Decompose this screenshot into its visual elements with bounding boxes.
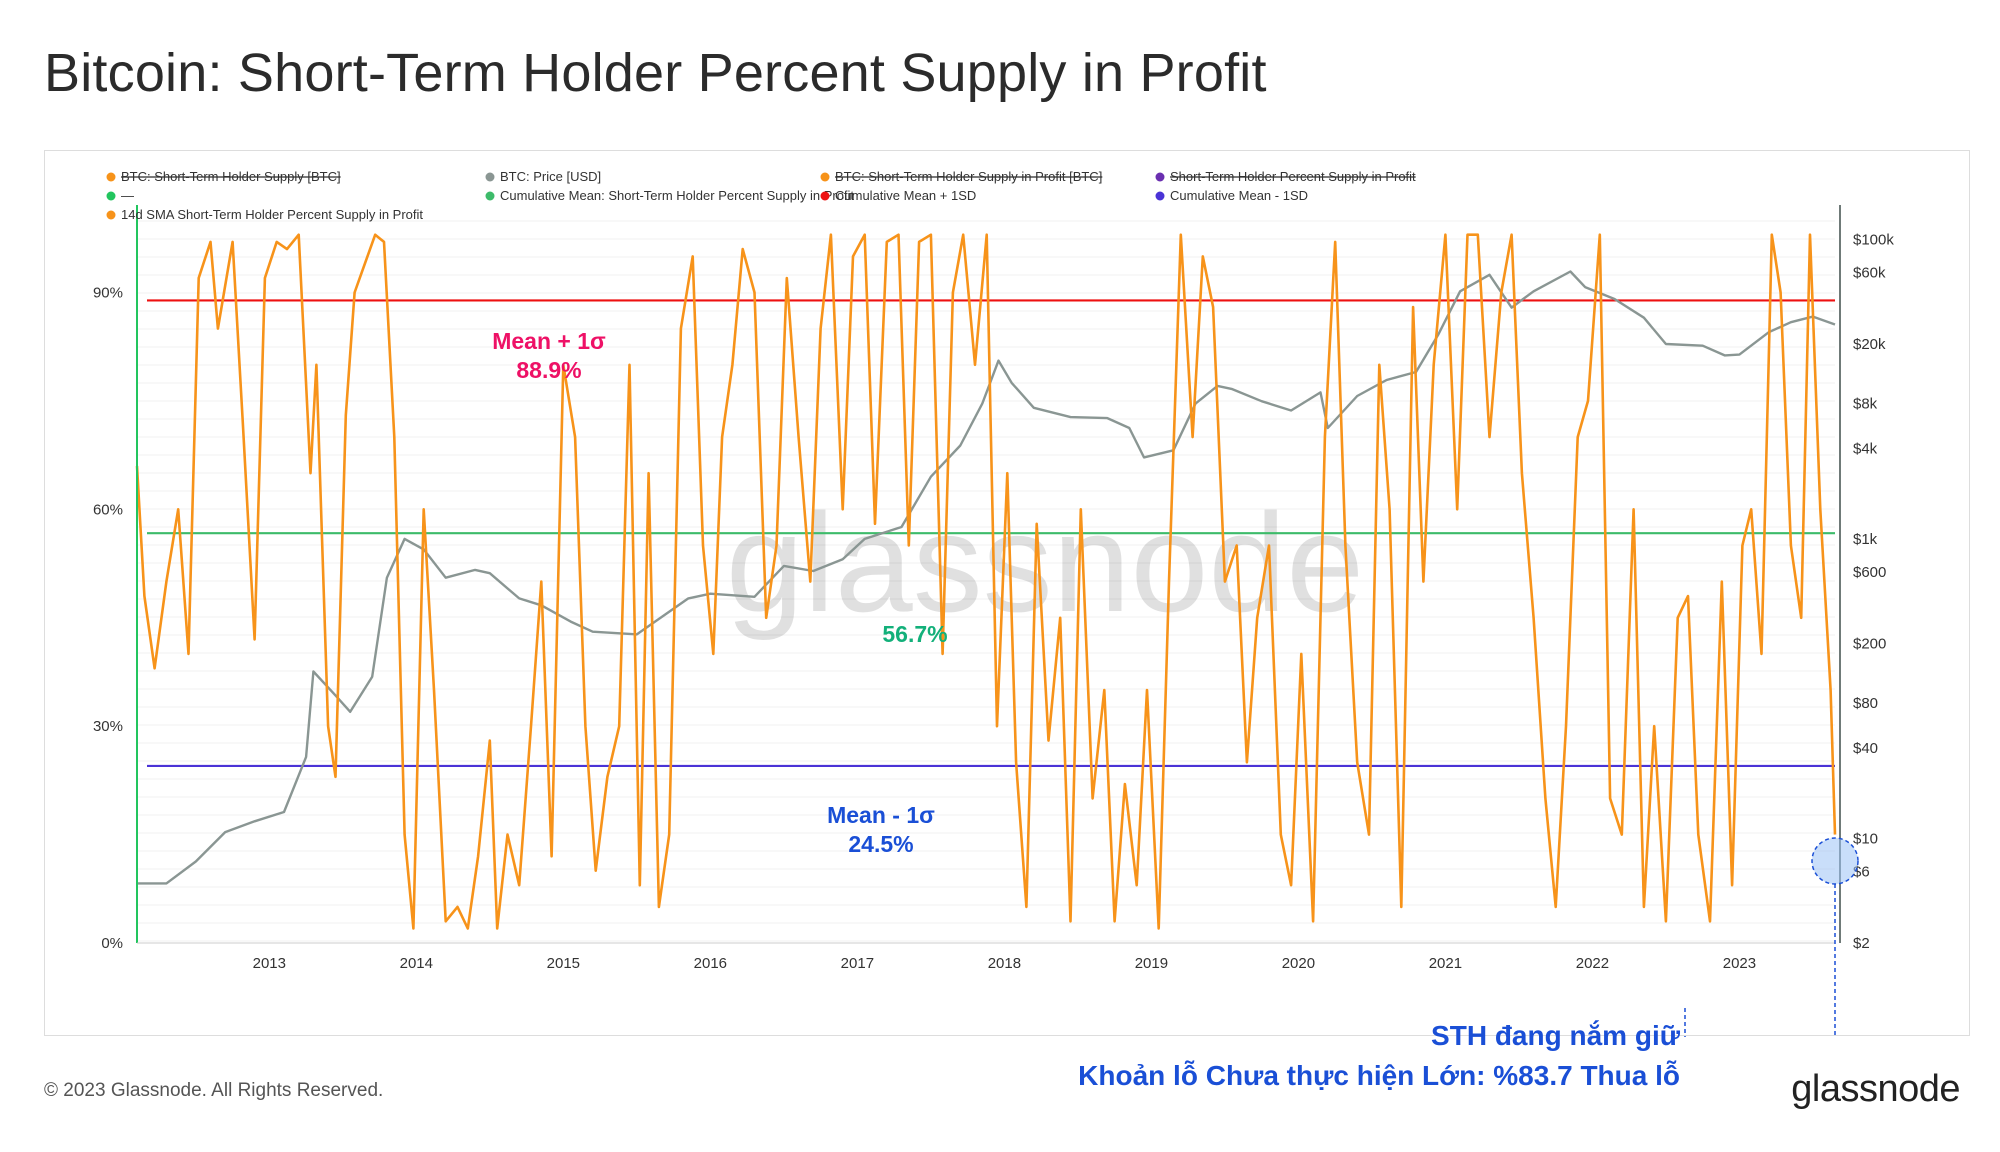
y-left-tick-label: 90% xyxy=(93,285,123,302)
mean-plus-title: Mean + 1σ xyxy=(492,328,606,354)
mean-value: 56.7% xyxy=(882,621,947,647)
legend: BTC: Short-Term Holder Supply [BTC] BTC: … xyxy=(106,169,1416,222)
y-right-tick-label: $8k xyxy=(1853,396,1878,413)
copyright: © 2023 Glassnode. All Rights Reserved. xyxy=(44,1080,384,1101)
y-right-tick-label: $200 xyxy=(1853,636,1886,653)
y-right-tick-label: $1k xyxy=(1853,531,1878,548)
legend-swatch[interactable] xyxy=(485,172,495,182)
y-right-tick-label: $10 xyxy=(1853,830,1878,847)
legend-item[interactable]: Short-Term Holder Percent Supply in Prof… xyxy=(1170,169,1416,184)
callout-connector xyxy=(1684,884,1836,1037)
page-title: Bitcoin: Short-Term Holder Percent Suppl… xyxy=(44,43,1267,103)
x-tick-label: 2020 xyxy=(1282,955,1315,972)
legend-item[interactable]: BTC: Price [USD] xyxy=(500,169,601,184)
y-left-tick-label: 60% xyxy=(93,501,123,518)
legend-swatch[interactable] xyxy=(106,191,116,201)
legend-item[interactable]: — xyxy=(121,188,134,203)
axis-layer: 2013 2014 2015 2016 2017 2018 2019 2020 2021 2022… xyxy=(93,205,1894,972)
sth-profit-sma-line xyxy=(135,233,1837,930)
callout-line-1: STH đang nắm giữ xyxy=(1431,1020,1680,1051)
y-right-tick-label: $100k xyxy=(1853,231,1894,248)
x-tick-label: 2018 xyxy=(988,955,1021,972)
chart-svg: glassnode 2013 2014 2015 2016 2017 2018 2019 20… xyxy=(93,169,1894,1037)
legend-swatch[interactable] xyxy=(106,210,116,220)
legend-item[interactable]: Cumulative Mean - 1SD xyxy=(1170,188,1308,203)
chart-frame: glassnode 2013 2014 2015 2016 2017 2018 2019 20… xyxy=(44,150,1970,1037)
annotations: Mean + 1σ 88.9% 56.7% Mean - 1σ 24.5% xyxy=(492,328,1859,1037)
glassnode-logo: glassnode xyxy=(1791,1068,1960,1110)
x-tick-label: 2017 xyxy=(841,955,874,972)
x-tick-label: 2019 xyxy=(1135,955,1168,972)
legend-item[interactable]: 14d SMA Short-Term Holder Percent Supply… xyxy=(121,207,423,222)
legend-swatch[interactable] xyxy=(1155,191,1165,201)
x-tick-label: 2022 xyxy=(1576,955,1609,972)
legend-item[interactable]: BTC: Short-Term Holder Supply in Profit … xyxy=(835,169,1102,184)
y-left-tick-label: 0% xyxy=(101,935,123,952)
legend-swatch[interactable] xyxy=(106,172,116,182)
y-right-tick-label: $40 xyxy=(1853,740,1878,757)
legend-swatch[interactable] xyxy=(1155,172,1165,182)
y-left-tick-label: 30% xyxy=(93,718,123,735)
y-right-tick-label: $6 xyxy=(1853,864,1870,881)
reference-lines xyxy=(147,299,1835,768)
legend-item[interactable]: Cumulative Mean: Short-Term Holder Perce… xyxy=(500,188,854,203)
x-tick-label: 2014 xyxy=(400,955,433,972)
legend-swatch[interactable] xyxy=(820,172,830,182)
mean-minus-title: Mean - 1σ xyxy=(827,802,935,828)
y-right-tick-label: $60k xyxy=(1853,265,1886,282)
callout-line-2: Khoản lỗ Chưa thực hiện Lớn: %83.7 Thua … xyxy=(1078,1060,1680,1091)
mean-plus-value: 88.9% xyxy=(516,357,581,383)
y-right-tick-label: $600 xyxy=(1853,564,1886,581)
y-right-tick-label: $80 xyxy=(1853,695,1878,712)
mean-minus-value: 24.5% xyxy=(848,831,913,857)
legend-item[interactable]: Cumulative Mean + 1SD xyxy=(835,188,976,203)
btc-price-line xyxy=(137,270,1836,885)
y-right-tick-label: $20k xyxy=(1853,336,1886,353)
y-right-tick-label: $2 xyxy=(1853,935,1870,952)
legend-swatch[interactable] xyxy=(485,191,495,201)
series-layer xyxy=(135,233,1837,930)
x-tick-label: 2016 xyxy=(694,955,727,972)
x-tick-label: 2013 xyxy=(253,955,286,972)
grid-layer xyxy=(137,220,1835,942)
legend-item[interactable]: BTC: Short-Term Holder Supply [BTC] xyxy=(121,169,341,184)
latest-value-highlight xyxy=(1811,837,1859,885)
x-tick-label: 2023 xyxy=(1723,955,1756,972)
callout-note: STH đang nắm giữ Khoản lỗ Chưa thực hiện… xyxy=(1078,1016,1680,1096)
x-tick-label: 2021 xyxy=(1429,955,1462,972)
y-right-tick-label: $4k xyxy=(1853,441,1878,458)
x-tick-label: 2015 xyxy=(547,955,580,972)
legend-swatch[interactable] xyxy=(820,191,830,201)
